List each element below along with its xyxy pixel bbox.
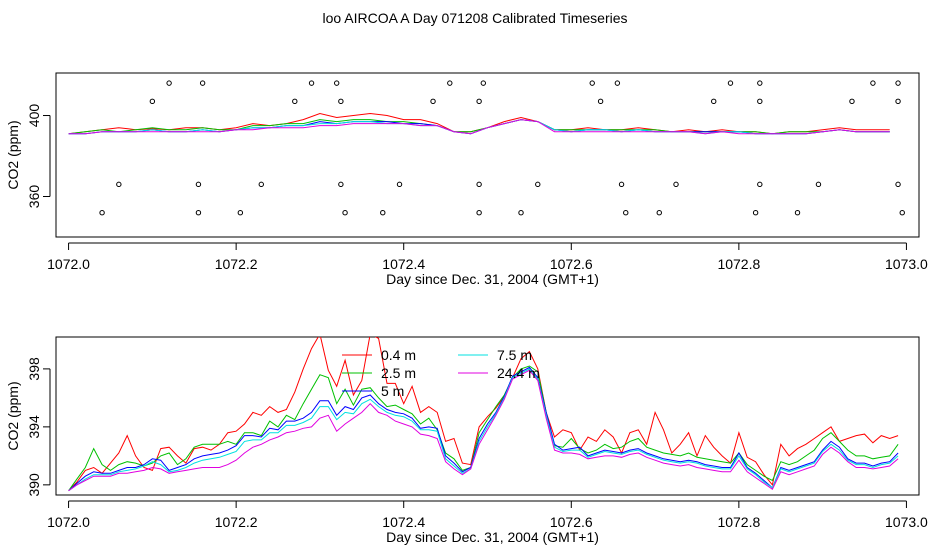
flag-marker (480, 80, 487, 86)
plot-frame (55, 72, 920, 238)
flag-marker (396, 181, 403, 188)
x-tick-label: 1072.0 (47, 514, 90, 530)
flag-marker (752, 210, 759, 216)
legend-label: 5 m (381, 383, 404, 399)
flag-marker (99, 210, 105, 216)
flag-marker (895, 80, 901, 86)
y-tick-label: 394 (26, 415, 42, 439)
x-tick-label: 1072.2 (215, 514, 258, 530)
flag-marker (237, 210, 244, 216)
series-line-2-5-m (68, 365, 899, 491)
x-tick-label: 1072.8 (717, 514, 760, 530)
flag-marker (338, 181, 344, 188)
y-axis-label: CO2 (ppm) (5, 381, 21, 450)
x-tick-label: 1073.0 (885, 256, 928, 272)
flag-marker (727, 80, 734, 86)
flag-marker (476, 98, 482, 105)
legend-label: 7.5 m (497, 347, 532, 363)
series-group (68, 337, 899, 492)
flag-marker (195, 210, 202, 216)
flag-marker (815, 181, 822, 188)
chart-title: loo AIRCOA A Day 071208 Calibrated Times… (322, 10, 628, 26)
flag-marker (166, 80, 172, 86)
flag-marker (618, 181, 625, 188)
flag-marker (895, 181, 901, 188)
plot-frame (55, 336, 920, 496)
series-group (68, 112, 890, 135)
flag-marker (333, 80, 340, 86)
flag-marker (342, 210, 348, 216)
flag-marker (870, 80, 876, 86)
series-line-5-m (68, 366, 899, 492)
flag-marker (518, 210, 524, 216)
x-axis-label: Day since Dec. 31, 2004 (GMT+1) (386, 271, 599, 287)
x-tick-label: 1072.2 (215, 256, 258, 272)
y-tick-label: 398 (26, 357, 42, 381)
flag-marker (430, 98, 436, 105)
x-tick-label: 1072.6 (550, 514, 593, 530)
flag-marker (711, 98, 717, 105)
flag-marker (116, 181, 122, 188)
x-tick-label: 1072.4 (382, 256, 425, 272)
flag-marker (589, 80, 595, 86)
flag-marker (476, 210, 482, 216)
y-tick-label: 400 (26, 104, 42, 128)
flag-marker (757, 181, 763, 188)
flag-marker (199, 80, 206, 86)
legend-label: 0.4 m (381, 347, 416, 363)
series-line-4 (68, 119, 890, 135)
y-tick-label: 390 (26, 473, 42, 497)
flag-marker (476, 181, 482, 188)
flag-marker (597, 98, 604, 105)
series-line-0-4-m (68, 337, 899, 492)
y-axis-label: CO2 (ppm) (5, 120, 21, 189)
series-line-24-4-m (68, 369, 899, 492)
x-tick-label: 1072.8 (717, 256, 760, 272)
flag-marker (338, 98, 344, 105)
flag-marker (899, 210, 905, 216)
flag-marker (614, 80, 621, 86)
flag-marker (535, 181, 541, 188)
flag-marker (656, 210, 662, 216)
top-panel: 1072.0 1072.2 1072.4 1072.6 1072.8 1073.0 360 4… (5, 72, 928, 287)
y-tick-label: 360 (26, 185, 42, 209)
x-tick-label: 1072.4 (382, 514, 425, 530)
flag-marker (149, 98, 156, 105)
flag-marker (292, 98, 298, 105)
x-tick-label: 1073.0 (885, 514, 928, 530)
flag-marker (673, 181, 679, 188)
x-axis-label: Day since Dec. 31, 2004 (GMT+1) (386, 529, 599, 545)
flag-marker (258, 181, 264, 188)
flag-marker (849, 98, 855, 105)
flag-marker (308, 80, 315, 86)
x-tick-label: 1072.0 (47, 256, 90, 272)
flag-marker (794, 210, 801, 216)
flag-marker (757, 98, 763, 105)
legend-label: 24.4 m (497, 365, 540, 381)
flag-marker (757, 80, 763, 86)
series-line-1 (68, 119, 890, 135)
flag-marker (380, 210, 386, 216)
series-line-7-5-m (68, 368, 899, 492)
bottom-panel: 1072.0 1072.2 1072.4 1072.6 1072.8 1073.0 390 3… (5, 336, 928, 545)
flag-marker (623, 210, 629, 216)
flag-marker (195, 181, 202, 188)
legend-label: 2.5 m (381, 365, 416, 381)
x-tick-label: 1072.6 (550, 256, 593, 272)
flag-marker (895, 98, 901, 105)
flag-marker (447, 80, 453, 86)
